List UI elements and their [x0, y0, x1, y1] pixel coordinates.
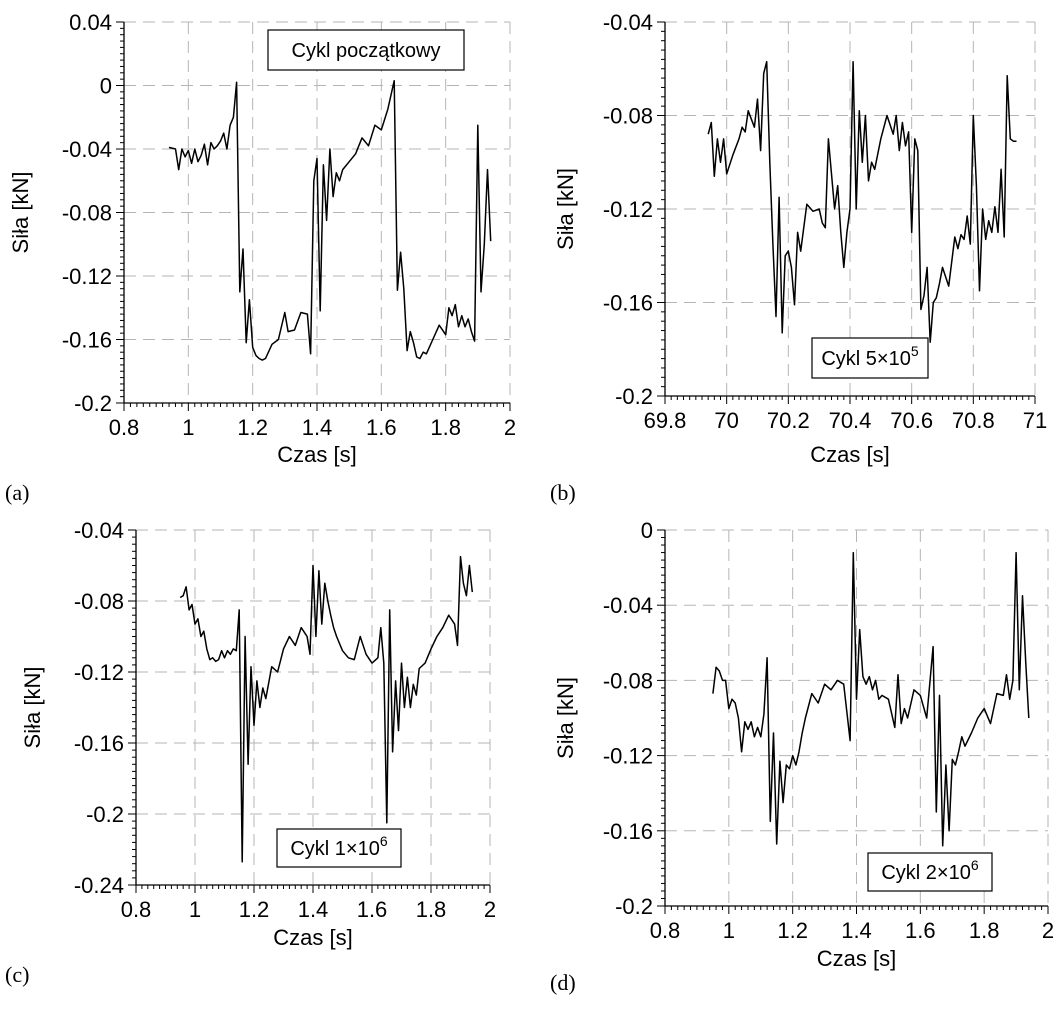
y-axis-label: Siła [kN]	[8, 172, 33, 254]
y-tick-label: -0.2	[615, 384, 653, 409]
y-tick-label: -0.04	[74, 518, 124, 543]
y-tick-label: -0.04	[603, 593, 653, 618]
x-tick-label: 1.2	[237, 415, 268, 440]
y-tick-label: -0.24	[74, 873, 124, 898]
annotation-base: Cykl 5×10	[821, 348, 911, 370]
y-tick-label: -0.2	[74, 391, 112, 416]
annotation-text: Cykl 1×106	[290, 833, 388, 860]
y-axis-label: Siła [kN]	[553, 677, 578, 759]
x-tick-label: 70	[714, 408, 738, 433]
x-tick-label: 69.8	[644, 408, 687, 433]
y-axis-label: Siła [kN]	[553, 168, 578, 250]
annotation-base: Cykl 2×10	[881, 862, 971, 884]
x-axis-label: Czas [s]	[817, 946, 896, 971]
x-tick-label: 1.2	[239, 897, 270, 922]
y-tick-label: 0.04	[69, 10, 112, 35]
x-tick-label: 2	[504, 415, 516, 440]
series-line	[168, 79, 492, 361]
y-tick-label: -0.16	[603, 291, 653, 316]
annotation-box	[811, 337, 929, 379]
x-tick-label: 1.8	[430, 415, 461, 440]
x-axis-label: Czas [s]	[273, 925, 352, 950]
x-tick-label: 1.4	[841, 918, 872, 943]
x-axis-label: Czas [s]	[277, 442, 356, 467]
series-line	[707, 60, 1017, 343]
y-tick-label: -0.04	[62, 137, 112, 162]
y-tick-label: -0.16	[74, 731, 124, 756]
chart-panel-3: 0.8 1 1.2 1.4 1.6 1.8 2 -0.24 -0.2 -0.16 -0.12 -0.0…	[5, 518, 496, 987]
series-line	[179, 555, 474, 863]
x-tick-label: 0.8	[109, 415, 140, 440]
x-tick-label: 1	[182, 415, 194, 440]
x-tick-label: 1	[723, 918, 735, 943]
x-tick-label: 1.4	[302, 415, 333, 440]
panel-label: (b)	[550, 480, 576, 505]
y-axis-label: Siła [kN]	[20, 667, 45, 749]
y-tick-label: -0.08	[603, 668, 653, 693]
annotation-box	[867, 852, 993, 892]
annotation-box	[276, 828, 402, 868]
x-tick-label: 71	[1023, 408, 1047, 433]
x-tick-label: 2	[1042, 918, 1054, 943]
y-tick-label: -0.2	[86, 802, 124, 827]
annotation-base: Cykl 1×10	[290, 838, 380, 860]
annotation-superscript: 5	[911, 343, 919, 359]
x-tick-label: 1	[189, 897, 201, 922]
panel-label: (a)	[5, 480, 29, 505]
y-tick-label: -0.08	[603, 104, 653, 129]
x-tick-label: 1.6	[905, 918, 936, 943]
annotation-superscript: 6	[971, 857, 979, 873]
x-tick-label: 1.6	[357, 897, 388, 922]
annotation-box	[267, 29, 465, 71]
annotation-base: Cykl początkowy	[292, 40, 441, 62]
x-tick-label: 70.2	[767, 408, 810, 433]
x-tick-label: 1.2	[777, 918, 808, 943]
y-tick-label: -0.12	[74, 660, 124, 685]
y-tick-label: 0	[641, 518, 653, 543]
y-tick-label: -0.04	[603, 10, 653, 35]
chart-panel-4: 0.8 1 1.2 1.4 1.6 1.8 2 -0.2 -0.16 -0.12 -0.08 -0.0…	[550, 518, 1054, 995]
chart-panel-2: 69.8 70 70.2 70.4 70.6 70.8 71 -0.2 -0.16 -0.12 -0…	[550, 10, 1047, 505]
y-tick-label: -0.12	[62, 264, 112, 289]
x-axis-label: Czas [s]	[810, 442, 889, 467]
y-tick-label: -0.16	[62, 328, 112, 353]
y-tick-label: 0	[100, 74, 112, 99]
panel-label: (d)	[550, 970, 576, 995]
x-tick-label: 2	[484, 897, 496, 922]
x-tick-label: 1.8	[416, 897, 447, 922]
y-tick-label: -0.12	[603, 744, 653, 769]
annotation-text: Cykl 5×105	[821, 343, 919, 370]
x-tick-label: 1.4	[298, 897, 329, 922]
panel-label: (c)	[5, 962, 29, 987]
y-tick-label: -0.12	[603, 197, 653, 222]
x-tick-label: 0.8	[121, 897, 152, 922]
x-tick-label: 1.8	[969, 918, 1000, 943]
series-line	[712, 551, 1030, 847]
chart-panel-1: 0.8 1 1.2 1.4 1.6 1.8 2 -0.2 -0.16 -0.12 -0.08 -0.0…	[5, 10, 516, 505]
annotation-text: Cykl początkowy	[292, 40, 441, 62]
annotation-text: Cykl 2×106	[881, 857, 979, 884]
x-tick-label: 0.8	[650, 918, 681, 943]
y-tick-label: -0.08	[62, 201, 112, 226]
x-tick-label: 70.6	[890, 408, 933, 433]
y-tick-label: -0.08	[74, 589, 124, 614]
x-tick-label: 70.8	[952, 408, 995, 433]
y-tick-label: -0.2	[615, 894, 653, 919]
x-tick-label: 70.4	[829, 408, 872, 433]
annotation-superscript: 6	[380, 833, 388, 849]
y-tick-label: -0.16	[603, 819, 653, 844]
x-tick-label: 1.6	[366, 415, 397, 440]
